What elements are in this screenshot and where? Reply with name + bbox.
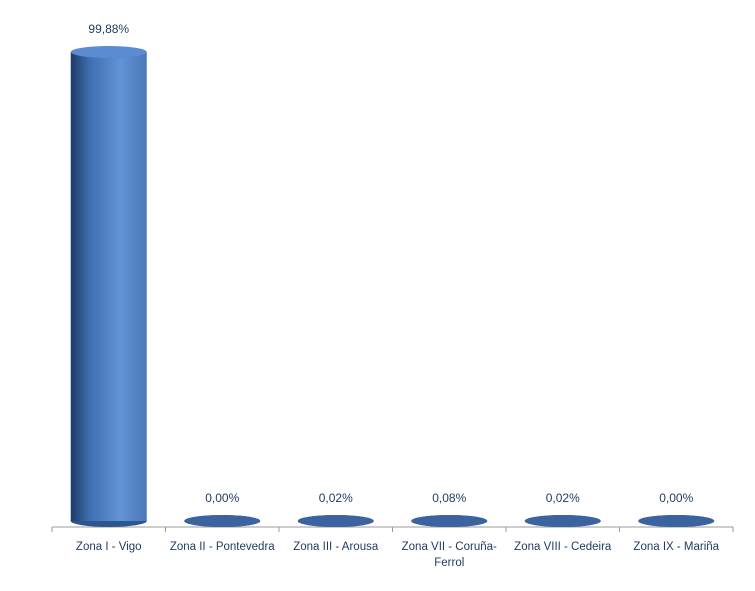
bar [638,515,715,527]
bar [524,515,601,527]
value-label: 0,08% [432,491,466,505]
value-label: 0,02% [546,491,580,505]
value-label: 0,00% [659,491,693,505]
x-tick-label: Zona I - Vigo [75,541,142,553]
x-tick-label: Zona VII - Coruña-Ferrol [401,541,497,569]
value-label: 0,00% [205,491,239,505]
x-tick-label: Zona VIII - Cedeira [514,541,612,553]
bar [297,515,374,527]
bar [411,515,488,527]
x-tick-label: Zona II - Pontevedra [169,541,275,553]
bar [184,515,261,527]
x-tick-label: Zona III - Arousa [293,541,379,553]
x-tick-label: Zona IX - Mariña [633,541,720,553]
bar-top [638,515,715,527]
bar-top [70,46,147,58]
bar [70,46,147,527]
bar-body [70,52,147,521]
bar-top [297,515,374,527]
bar-top [524,515,601,527]
value-label: 99,88% [88,22,129,36]
bar-top [411,515,488,527]
bar-top [184,515,261,527]
value-label: 0,02% [319,491,353,505]
